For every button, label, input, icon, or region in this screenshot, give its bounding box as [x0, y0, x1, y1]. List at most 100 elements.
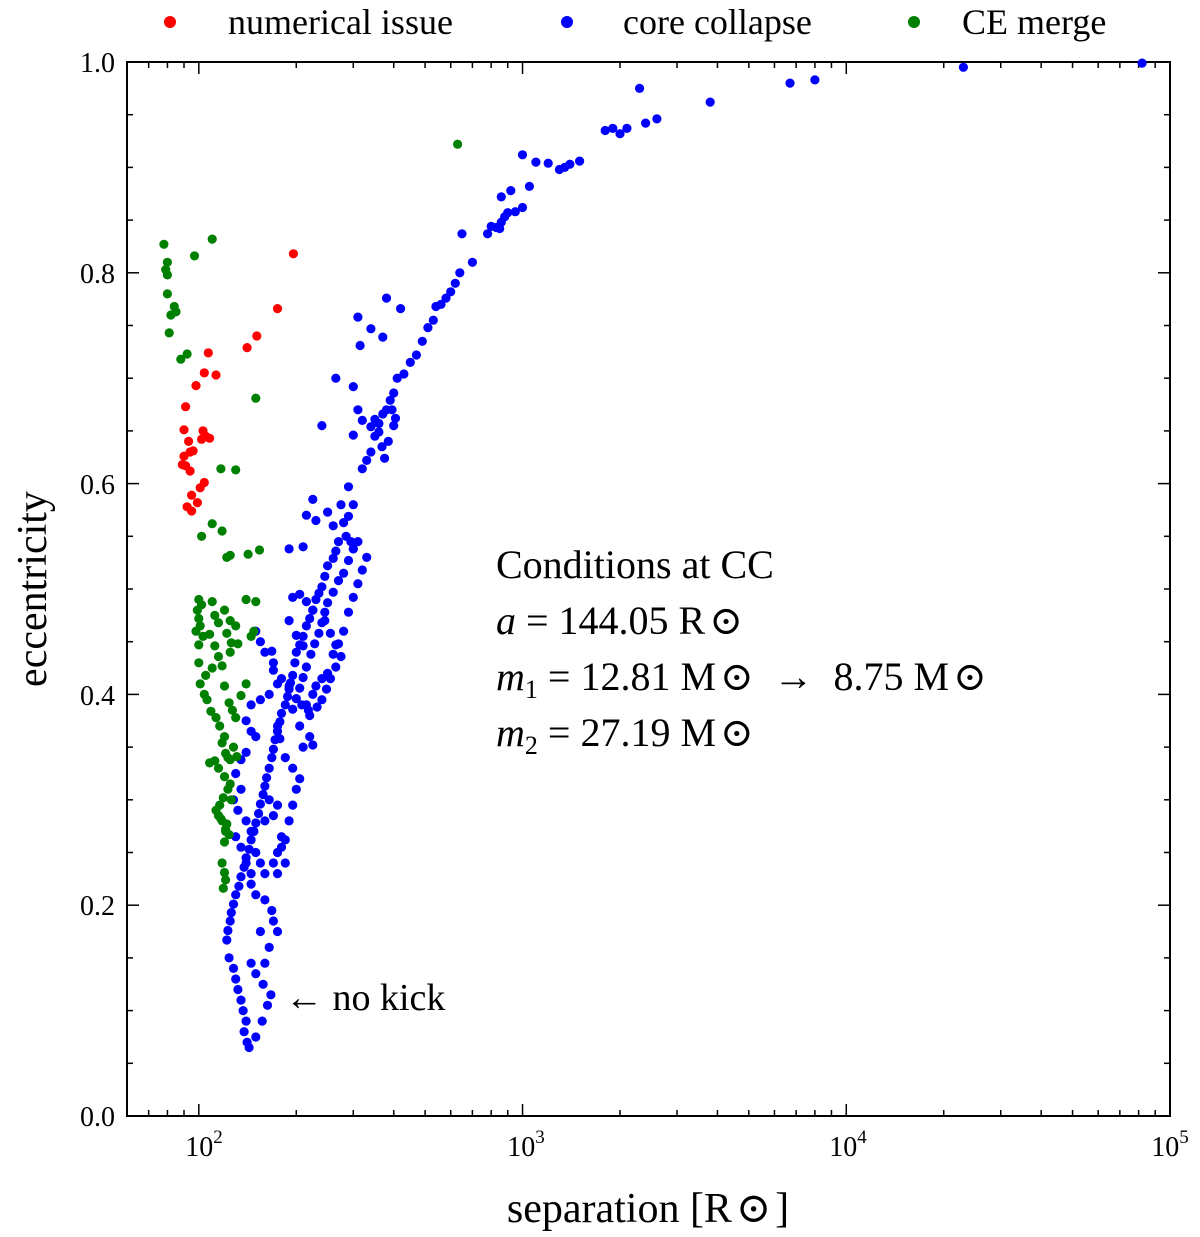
y-tick-label: 0.8 [80, 259, 115, 290]
point-ce-merge [217, 661, 227, 671]
point-core-collapse [301, 510, 311, 520]
point-ce-merge [241, 679, 251, 689]
point-core-collapse [268, 658, 278, 668]
point-core-collapse [308, 605, 318, 615]
point-core-collapse [348, 544, 358, 554]
point-ce-merge [231, 465, 241, 475]
point-core-collapse [246, 869, 256, 879]
point-core-collapse [251, 890, 261, 900]
point-ce-merge [159, 239, 169, 249]
point-core-collapse [311, 681, 321, 691]
point-core-collapse [251, 847, 261, 858]
point-core-collapse [267, 646, 277, 656]
point-core-collapse [339, 626, 349, 636]
point-ce-merge [227, 705, 237, 715]
point-numerical-issue [192, 498, 202, 508]
point-core-collapse [251, 732, 261, 742]
point-core-collapse [362, 455, 372, 465]
point-core-collapse [1137, 58, 1147, 68]
y-tick-label: 0.2 [80, 891, 115, 922]
point-ce-merge [213, 618, 224, 628]
point-core-collapse [378, 332, 388, 342]
point-numerical-issue [211, 370, 221, 380]
point-core-collapse [244, 1042, 254, 1053]
point-core-collapse [231, 890, 241, 900]
point-core-collapse [224, 953, 234, 963]
point-core-collapse [255, 799, 265, 809]
point-core-collapse [377, 442, 387, 452]
point-numerical-issue [185, 447, 195, 457]
point-ce-merge [194, 658, 204, 668]
point-core-collapse [254, 808, 264, 819]
point-numerical-issue [203, 348, 213, 358]
point-ce-merge [221, 875, 231, 885]
point-core-collapse [308, 689, 318, 700]
point-core-collapse [357, 464, 367, 474]
point-ce-merge [216, 464, 226, 474]
point-ce-merge [213, 763, 224, 773]
legend-label-ce-merge: CE merge [962, 2, 1106, 42]
point-core-collapse [331, 373, 341, 383]
point-core-collapse [246, 700, 256, 710]
point-core-collapse [431, 301, 441, 312]
data-points [159, 58, 1147, 1053]
point-core-collapse [268, 665, 278, 675]
point-core-collapse [257, 1016, 267, 1026]
x-tick-label: 103 [507, 1127, 545, 1163]
point-core-collapse [311, 515, 321, 526]
point-numerical-issue [252, 331, 262, 341]
y-axis-label: eccentricity [10, 491, 56, 687]
point-core-collapse [366, 447, 376, 457]
point-core-collapse [441, 293, 451, 303]
point-core-collapse [333, 576, 344, 586]
point-core-collapse [283, 691, 293, 702]
point-core-collapse [264, 763, 274, 773]
axis-ticks [126, 61, 1171, 1117]
point-ce-merge [192, 605, 202, 615]
point-core-collapse [295, 774, 305, 784]
point-core-collapse [298, 631, 308, 642]
point-core-collapse [635, 83, 645, 93]
point-core-collapse [260, 781, 270, 791]
point-core-collapse [298, 672, 308, 683]
point-ce-merge [166, 310, 176, 320]
point-core-collapse [236, 995, 246, 1005]
point-core-collapse [236, 784, 246, 794]
x-tick-label: 105 [1151, 1127, 1189, 1163]
x-tick-labels: 102 103 104 105 [185, 1127, 1189, 1163]
point-core-collapse [260, 869, 270, 879]
point-ce-merge [217, 738, 227, 748]
point-core-collapse [280, 753, 290, 763]
point-core-collapse [600, 125, 610, 136]
point-ce-merge [216, 814, 226, 824]
point-core-collapse [264, 942, 274, 953]
legend-marker-core-collapse [561, 16, 573, 28]
point-ce-merge [218, 793, 228, 803]
point-core-collapse [348, 500, 358, 510]
point-core-collapse [328, 587, 338, 597]
legend-label-core-collapse: core collapse [623, 2, 812, 42]
point-core-collapse [291, 647, 301, 657]
point-core-collapse [336, 500, 346, 510]
point-core-collapse [251, 969, 261, 979]
point-core-collapse [417, 336, 427, 346]
point-core-collapse [231, 974, 241, 984]
point-core-collapse [320, 571, 330, 582]
point-ce-merge [251, 393, 261, 403]
point-numerical-issue [187, 490, 197, 500]
point-core-collapse [233, 805, 243, 815]
y-tick-label: 0.6 [80, 470, 115, 501]
point-core-collapse [284, 816, 294, 826]
point-ce-merge [219, 605, 230, 615]
point-ce-merge [218, 883, 228, 893]
point-core-collapse [268, 811, 278, 821]
point-core-collapse [320, 607, 330, 617]
point-ce-merge [211, 713, 221, 723]
point-core-collapse [301, 621, 311, 631]
conditions-title: Conditions at CC [496, 542, 774, 587]
point-ce-merge [189, 251, 200, 261]
legend-label-numerical-issue: numerical issue [228, 2, 453, 42]
point-core-collapse [272, 926, 283, 937]
point-core-collapse [378, 409, 388, 419]
point-core-collapse [575, 156, 585, 166]
